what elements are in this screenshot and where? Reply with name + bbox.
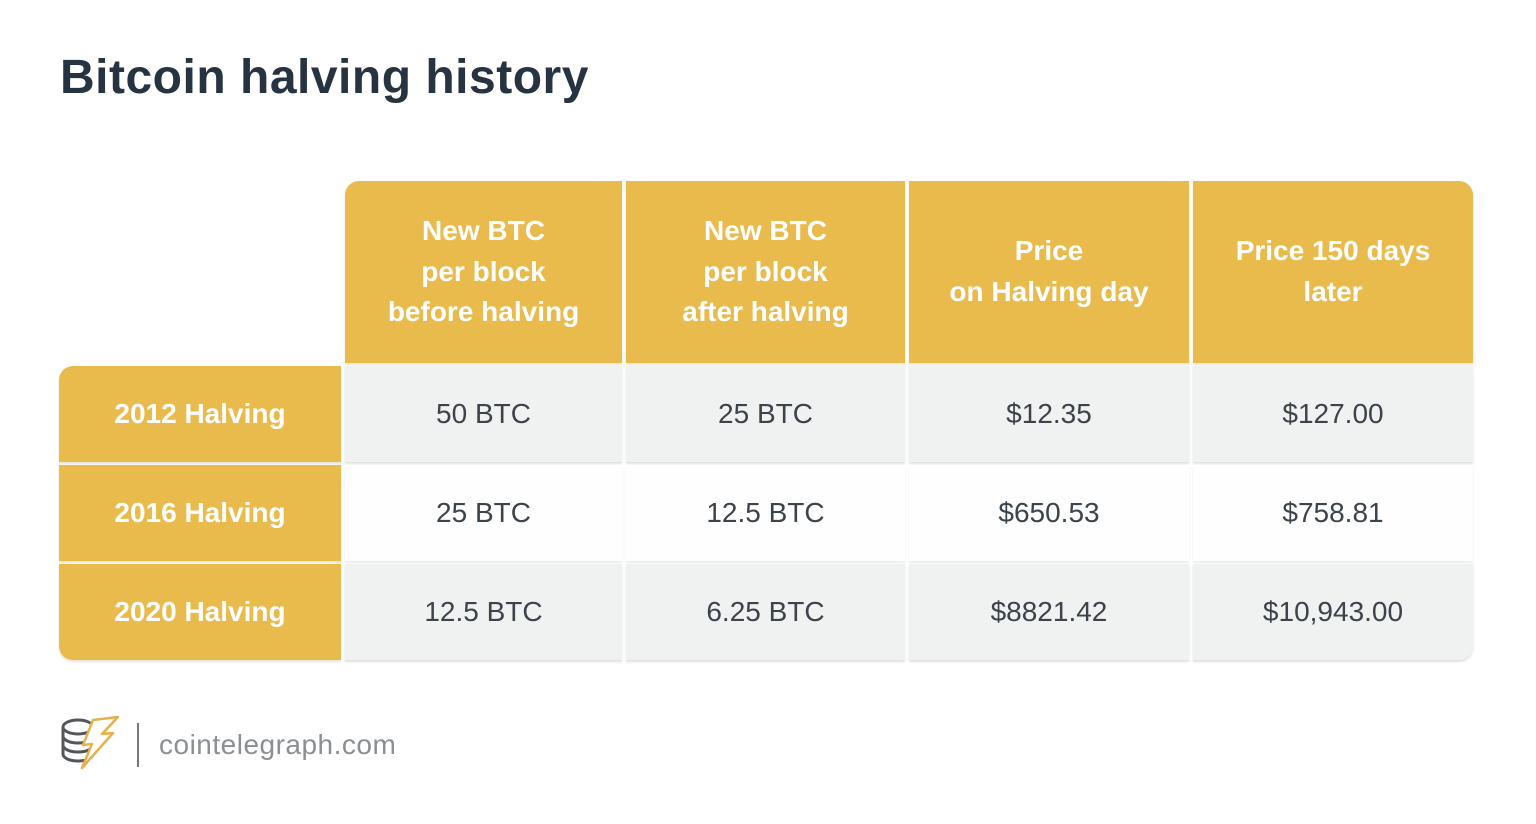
table-cell-2016-price-halving: $650.53	[909, 465, 1189, 561]
table-cell-2016-price-150: $758.81	[1193, 465, 1473, 561]
table-cell-2020-price-halving: $8821.42	[909, 564, 1189, 660]
table-cell-2020-price-150: $10,943.00	[1193, 564, 1473, 660]
column-header-btc-after: New BTC per block after halving	[626, 181, 905, 363]
column-header-price-150-days: Price 150 days later	[1193, 181, 1473, 363]
row-header-2016: 2016 Halving	[59, 465, 341, 561]
cointelegraph-logo-icon	[57, 710, 121, 779]
column-header-btc-before: New BTC per block before halving	[345, 181, 622, 363]
row-header-2020: 2020 Halving	[59, 564, 341, 660]
table-corner-spacer	[59, 181, 341, 363]
halving-table: New BTC per block before halving New BTC…	[59, 181, 1473, 660]
table-cell-2020-btc-before: 12.5 BTC	[345, 564, 622, 660]
footer-divider	[137, 722, 139, 767]
table-cell-2012-btc-before: 50 BTC	[345, 366, 622, 462]
table-cell-2016-btc-before: 25 BTC	[345, 465, 622, 561]
page-title: Bitcoin halving history	[60, 51, 589, 104]
row-header-2012: 2012 Halving	[59, 366, 341, 462]
footer-brand-text: cointelegraph.com	[159, 728, 397, 760]
column-header-price-halving-day: Price on Halving day	[909, 181, 1189, 363]
table-cell-2012-price-halving: $12.35	[909, 366, 1189, 462]
table-cell-2012-btc-after: 25 BTC	[626, 366, 905, 462]
footer: cointelegraph.com	[57, 710, 396, 779]
table-cell-2020-btc-after: 6.25 BTC	[626, 564, 905, 660]
table-cell-2012-price-150: $127.00	[1193, 366, 1473, 462]
table-cell-2016-btc-after: 12.5 BTC	[626, 465, 905, 561]
